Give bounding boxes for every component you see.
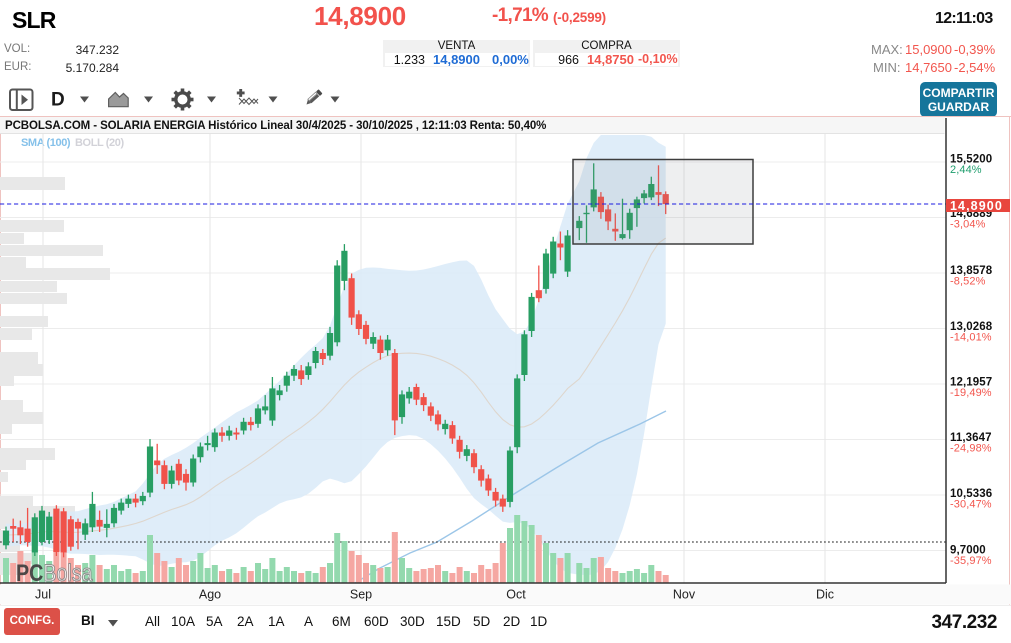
- svg-text:13,0268: 13,0268: [950, 321, 993, 333]
- svg-text:Nov: Nov: [673, 588, 696, 602]
- svg-text:PCBolsa: PCBolsa: [16, 559, 93, 586]
- svg-text:Ago: Ago: [199, 588, 221, 602]
- svg-text:-3,04%: -3,04%: [950, 219, 986, 231]
- svg-text:Oct: Oct: [506, 588, 526, 602]
- svg-text:Sep: Sep: [350, 588, 372, 602]
- svg-text:11,3647: 11,3647: [950, 432, 992, 444]
- svg-text:10,5336: 10,5336: [950, 488, 992, 500]
- svg-text:-35,97%: -35,97%: [950, 555, 992, 567]
- svg-text:-14,01%: -14,01%: [950, 332, 992, 344]
- svg-text:12,1957: 12,1957: [950, 377, 992, 389]
- svg-text:13,8578: 13,8578: [950, 265, 993, 277]
- svg-text:-8,52%: -8,52%: [950, 276, 986, 288]
- svg-text:-24,98%: -24,98%: [950, 443, 992, 455]
- svg-text:Jul: Jul: [35, 588, 51, 602]
- svg-text:D: D: [51, 90, 64, 111]
- svg-text:9,7000: 9,7000: [950, 545, 986, 557]
- svg-text:-30,47%: -30,47%: [950, 499, 992, 511]
- svg-text:15,5200: 15,5200: [950, 154, 992, 166]
- svg-text:2,44%: 2,44%: [950, 164, 982, 176]
- svg-text:Dic: Dic: [816, 588, 834, 602]
- svg-text:-19,49%: -19,49%: [950, 387, 992, 399]
- svg-text:14,8900: 14,8900: [950, 199, 1003, 213]
